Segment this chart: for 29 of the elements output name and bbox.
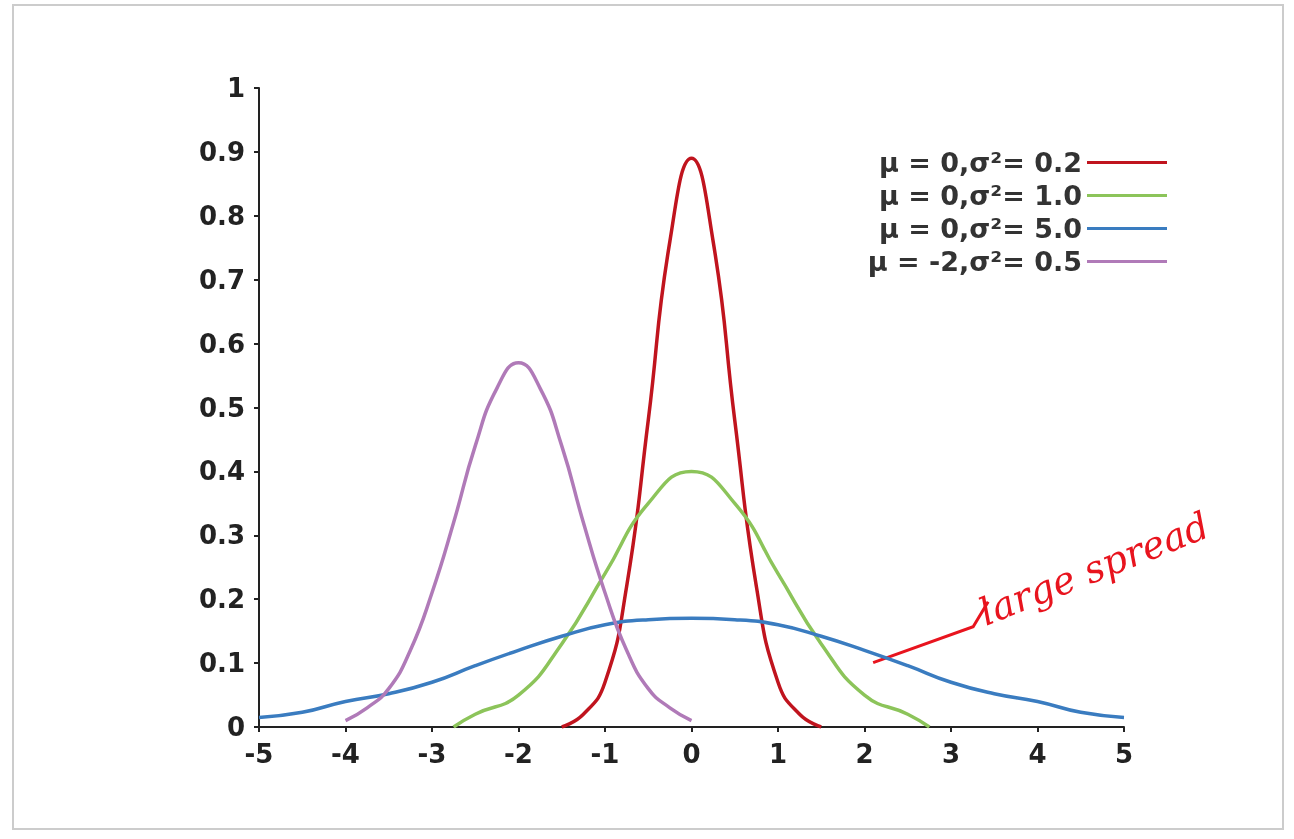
x-tick-label: 2 [855,739,874,769]
line-series [560,156,823,729]
x-tick-label: 5 [1114,739,1134,769]
y-tick-label: 0.5 [198,392,245,423]
legend-label: μ = 0,σ²= 1.0 [878,180,1082,211]
y-tick-label: 0.1 [198,648,245,679]
line-series [451,469,932,729]
x-tick-label: -4 [331,739,360,769]
x-tick-label: -1 [590,739,620,769]
x-tick-label: -5 [244,739,274,769]
legend-label: μ = -2,σ²= 0.5 [867,246,1082,277]
legend-label: μ = 0,σ²= 0.2 [878,147,1082,178]
y-tick-label: 0.3 [198,520,245,551]
y-tick-label: 0.2 [198,584,245,615]
x-tick-label: 3 [941,739,961,769]
x-tick-label: 4 [1028,739,1047,769]
y-tick-label: 0 [226,712,245,742]
x-tick-label: -3 [417,739,447,769]
y-tick-label: 0.8 [198,200,245,231]
line-series [343,361,694,723]
y-tick-label: 1 [226,73,245,103]
x-tick-label: -2 [504,739,533,769]
legend-label: μ = 0,σ²= 5.0 [878,213,1082,244]
x-tick-label: 0 [682,739,701,769]
y-tick-label: 0.7 [198,264,245,295]
y-tick-label: 0.9 [198,136,245,167]
x-tick-label: 1 [768,739,788,769]
y-tick-label: 0.4 [198,456,245,487]
y-tick-label: 0.6 [198,328,245,359]
